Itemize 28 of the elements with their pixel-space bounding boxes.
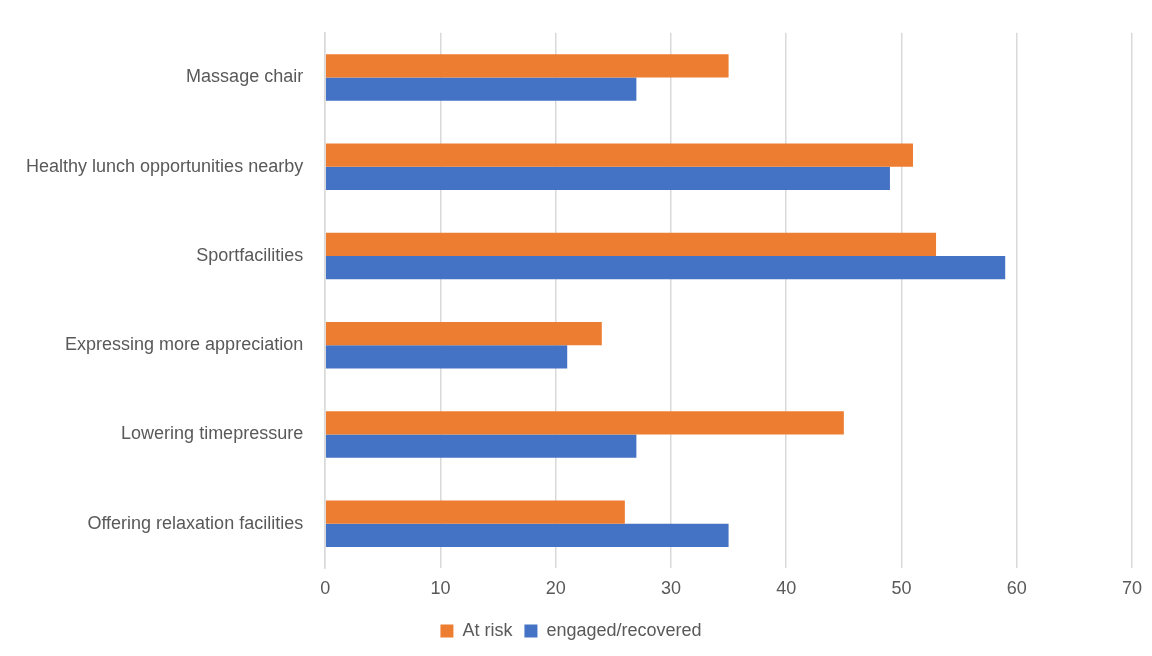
y-tick-label: Massage chair <box>186 66 304 87</box>
y-tick-label: Sportfacilities <box>196 244 304 265</box>
x-tick-label: 20 <box>545 578 566 599</box>
bar <box>325 523 729 547</box>
bar <box>325 322 602 346</box>
bar <box>325 500 625 524</box>
x-tick-label: 30 <box>660 578 681 599</box>
x-tick-label: 0 <box>320 578 331 599</box>
x-tick-label: 60 <box>1006 578 1027 599</box>
bar <box>325 232 937 256</box>
bar <box>325 54 729 78</box>
legend-label: engaged/recovered <box>546 619 702 640</box>
y-tick-label: Healthy lunch opportunities nearby <box>26 155 304 176</box>
legend-label: At risk <box>462 619 514 640</box>
bar <box>325 411 844 435</box>
x-tick-label: 50 <box>891 578 912 599</box>
x-tick-label: 70 <box>1121 578 1142 599</box>
bar <box>325 143 913 167</box>
bar <box>325 434 637 458</box>
bar <box>325 166 890 190</box>
y-tick-label: Offering relaxation facilities <box>87 512 304 533</box>
y-tick-label: Expressing more appreciation <box>65 334 304 355</box>
bar <box>325 345 568 369</box>
bar <box>325 255 1006 280</box>
x-tick-label: 40 <box>776 578 797 599</box>
bar <box>325 77 637 101</box>
x-tick-label: 10 <box>430 578 451 599</box>
y-tick-label: Lowering timepressure <box>121 423 304 444</box>
